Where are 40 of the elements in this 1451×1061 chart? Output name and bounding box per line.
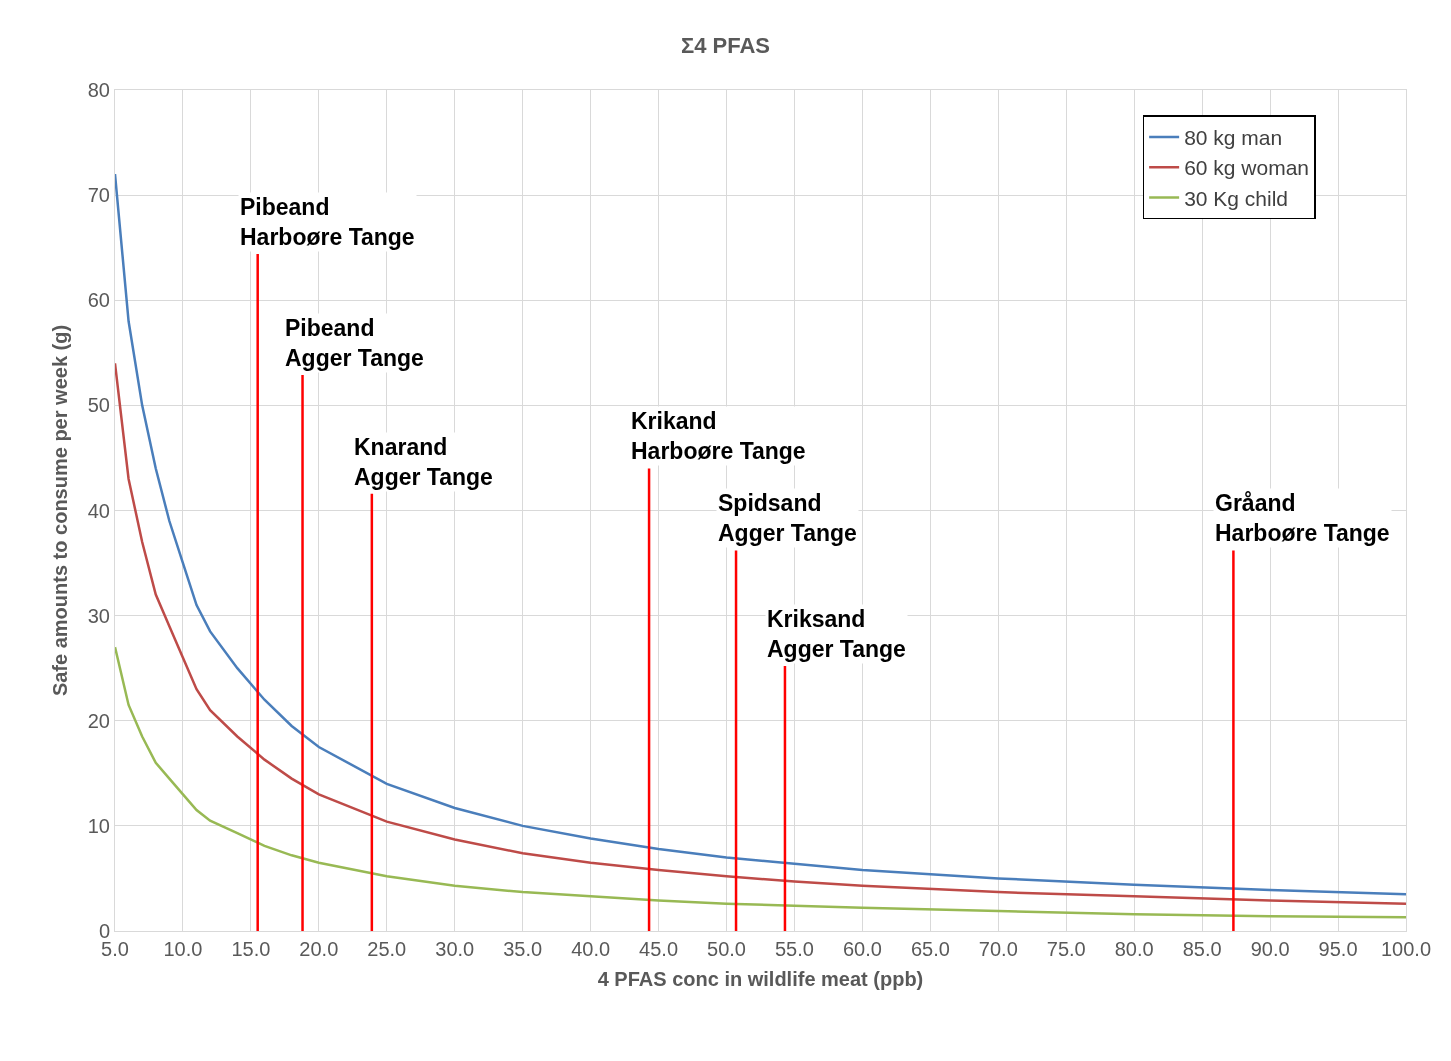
annotation: Pibeand Harboøre Tange [240, 194, 415, 250]
x-tick-label: 95.0 [1318, 938, 1358, 960]
y-tick-label: 30 [87, 604, 110, 627]
x-tick-label: 60.0 [842, 938, 882, 960]
x-tick-label: 90.0 [1250, 938, 1290, 960]
annotation: Spidsand Agger Tange [718, 490, 857, 546]
x-tick-label: 30.0 [435, 938, 475, 960]
legend-label: 60 kg woman [1184, 156, 1310, 180]
x-tick-label: 35.0 [503, 938, 543, 960]
y-tick-label: 20 [87, 709, 110, 732]
legend-label: 80 kg man [1184, 126, 1283, 150]
x-tick-label: 100.0 [1380, 938, 1432, 960]
y-tick-label: 80 [87, 79, 110, 101]
chart-title: Σ4 PFAS [680, 32, 771, 58]
x-tick-label: 10.0 [163, 938, 203, 960]
x-tick-label: 75.0 [1046, 938, 1086, 960]
x-tick-label: 80.0 [1114, 938, 1154, 960]
annotation: Knarand Agger Tange [354, 434, 493, 490]
annotation: Pibeand Agger Tange [285, 315, 424, 371]
annotation: Krikand Harboøre Tange [631, 408, 806, 464]
x-tick-label: 85.0 [1182, 938, 1222, 960]
annotation: Gråand Harboøre Tange [1215, 490, 1390, 546]
x-tick-label: 45.0 [639, 938, 679, 960]
legend-label: 30 Kg child [1184, 186, 1289, 210]
y-axis-title: Safe amounts to consume per week (g) [49, 324, 72, 697]
x-tick-label: 70.0 [978, 938, 1018, 960]
x-tick-label: 25.0 [367, 938, 407, 960]
x-tick-label: 55.0 [775, 938, 814, 960]
y-tick-label: 10 [87, 814, 110, 837]
x-tick-label: 40.0 [571, 938, 611, 960]
x-tick-label: 65.0 [910, 938, 950, 960]
x-tick-label: 50.0 [707, 938, 746, 960]
y-tick-label: 50 [87, 394, 110, 417]
x-axis-title: 4 PFAS conc in wildlife meat (ppb) [597, 967, 924, 990]
x-tick-label: 15.0 [231, 938, 271, 960]
annotation: Kriksand Agger Tange [767, 606, 906, 662]
x-tick-label: 20.0 [299, 938, 339, 960]
y-tick-label: 60 [87, 289, 110, 312]
y-tick-label: 70 [87, 184, 110, 207]
y-tick-label: 40 [87, 499, 110, 522]
